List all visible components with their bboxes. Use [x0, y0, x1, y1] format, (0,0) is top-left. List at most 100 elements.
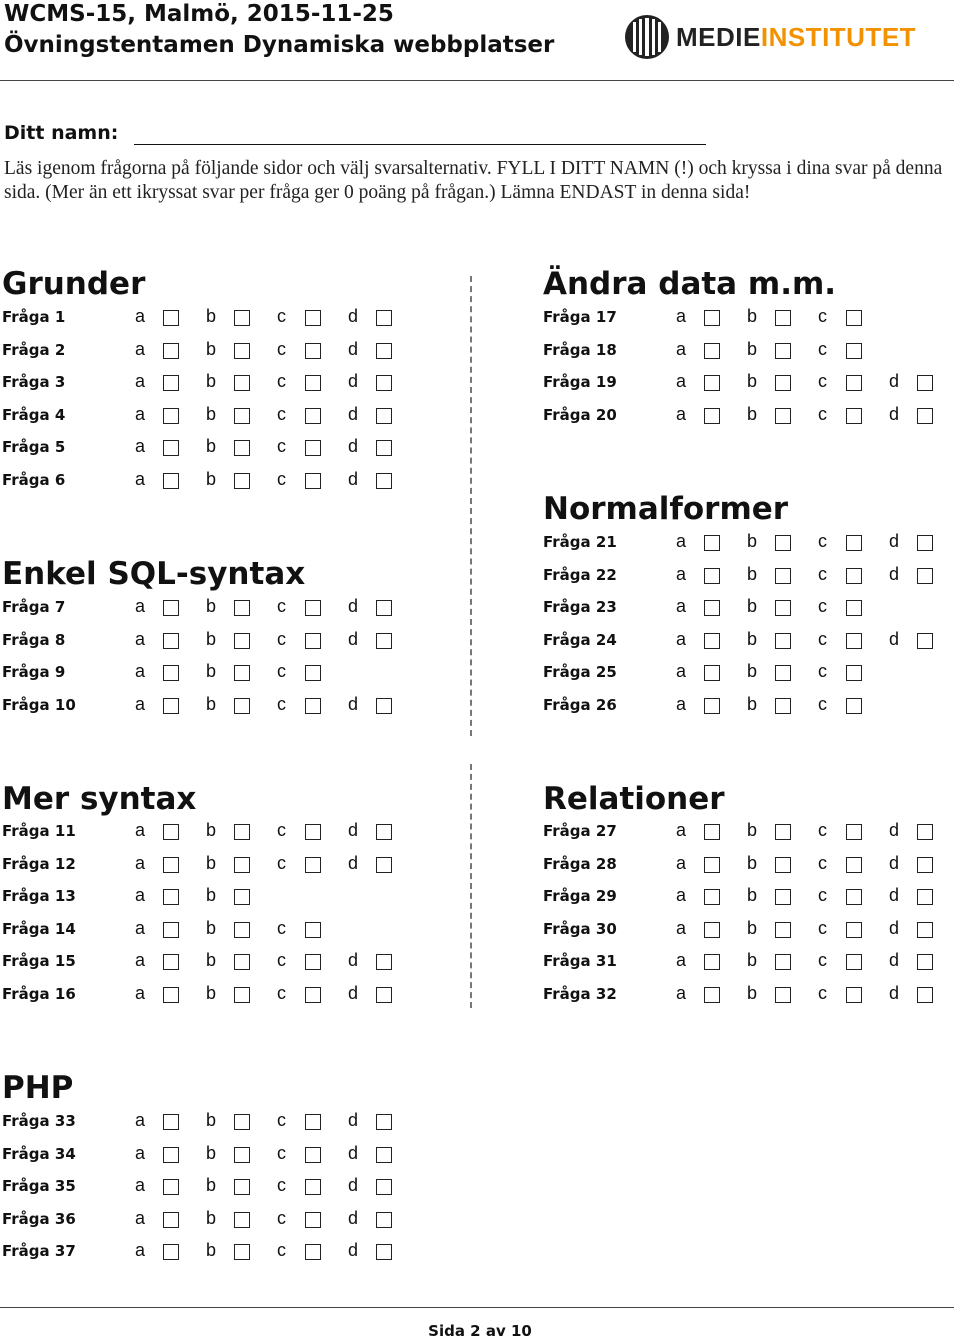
option-checkbox-b[interactable] [775, 824, 791, 840]
option-checkbox-a[interactable] [704, 987, 720, 1003]
option-checkbox-c[interactable] [305, 665, 321, 682]
option-checkbox-a[interactable] [704, 407, 720, 424]
option-checkbox-c[interactable] [305, 375, 321, 392]
option-checkbox-c[interactable] [846, 567, 862, 584]
option-checkbox-c[interactable] [305, 632, 321, 649]
option-checkbox-c[interactable] [305, 954, 321, 971]
option-checkbox-d[interactable] [917, 856, 933, 873]
option-checkbox-b[interactable] [234, 600, 250, 616]
option-checkbox-d[interactable] [376, 1114, 392, 1130]
option-checkbox-a[interactable] [704, 342, 720, 359]
option-checkbox-b[interactable] [234, 310, 250, 326]
option-checkbox-a[interactable] [163, 954, 179, 971]
option-checkbox-b[interactable] [234, 1211, 250, 1228]
option-checkbox-a[interactable] [163, 1244, 179, 1261]
option-checkbox-d[interactable] [376, 1244, 392, 1261]
option-checkbox-b[interactable] [234, 1244, 250, 1261]
option-checkbox-a[interactable] [163, 600, 179, 616]
option-checkbox-b[interactable] [234, 1179, 250, 1196]
option-checkbox-c[interactable] [305, 1146, 321, 1163]
option-checkbox-b[interactable] [775, 567, 791, 584]
option-checkbox-c[interactable] [846, 600, 862, 617]
option-checkbox-c[interactable] [846, 698, 862, 714]
option-checkbox-a[interactable] [704, 889, 720, 906]
option-checkbox-b[interactable] [775, 342, 791, 359]
option-checkbox-a[interactable] [163, 665, 179, 682]
name-field-line[interactable] [134, 144, 706, 145]
option-checkbox-d[interactable] [917, 824, 933, 840]
option-checkbox-c[interactable] [305, 1114, 321, 1130]
option-checkbox-a[interactable] [704, 310, 720, 326]
option-checkbox-a[interactable] [704, 921, 720, 938]
option-checkbox-c[interactable] [846, 889, 862, 906]
option-checkbox-c[interactable] [305, 440, 321, 457]
option-checkbox-c[interactable] [846, 665, 862, 682]
option-checkbox-b[interactable] [234, 921, 250, 938]
option-checkbox-b[interactable] [775, 310, 791, 326]
option-checkbox-c[interactable] [305, 697, 321, 714]
option-checkbox-c[interactable] [846, 921, 862, 938]
option-checkbox-c[interactable] [846, 310, 862, 326]
option-checkbox-c[interactable] [846, 342, 862, 359]
option-checkbox-b[interactable] [234, 697, 250, 714]
option-checkbox-a[interactable] [163, 342, 179, 359]
option-checkbox-c[interactable] [846, 954, 862, 971]
option-checkbox-c[interactable] [305, 1244, 321, 1261]
option-checkbox-d[interactable] [376, 697, 392, 714]
option-checkbox-c[interactable] [846, 824, 862, 840]
option-checkbox-d[interactable] [917, 535, 933, 551]
option-checkbox-d[interactable] [376, 954, 392, 971]
option-checkbox-c[interactable] [846, 535, 862, 551]
option-checkbox-c[interactable] [305, 1211, 321, 1228]
option-checkbox-d[interactable] [376, 824, 392, 840]
option-checkbox-d[interactable] [917, 889, 933, 906]
option-checkbox-d[interactable] [376, 375, 392, 392]
option-checkbox-b[interactable] [234, 954, 250, 971]
option-checkbox-b[interactable] [234, 889, 250, 906]
option-checkbox-a[interactable] [163, 440, 179, 457]
option-checkbox-a[interactable] [704, 600, 720, 617]
option-checkbox-b[interactable] [775, 987, 791, 1003]
option-checkbox-b[interactable] [234, 987, 250, 1003]
option-checkbox-c[interactable] [846, 856, 862, 873]
option-checkbox-b[interactable] [234, 824, 250, 840]
option-checkbox-a[interactable] [704, 665, 720, 682]
option-checkbox-a[interactable] [163, 1114, 179, 1130]
option-checkbox-d[interactable] [917, 407, 933, 424]
option-checkbox-d[interactable] [376, 987, 392, 1003]
option-checkbox-b[interactable] [775, 856, 791, 873]
option-checkbox-d[interactable] [376, 1146, 392, 1163]
option-checkbox-a[interactable] [163, 987, 179, 1003]
option-checkbox-b[interactable] [234, 375, 250, 392]
option-checkbox-d[interactable] [376, 342, 392, 359]
option-checkbox-a[interactable] [163, 856, 179, 873]
option-checkbox-d[interactable] [376, 310, 392, 326]
option-checkbox-a[interactable] [163, 632, 179, 649]
option-checkbox-b[interactable] [234, 1146, 250, 1163]
option-checkbox-a[interactable] [704, 375, 720, 392]
option-checkbox-c[interactable] [305, 342, 321, 359]
option-checkbox-b[interactable] [775, 535, 791, 551]
option-checkbox-a[interactable] [163, 697, 179, 714]
option-checkbox-d[interactable] [376, 1211, 392, 1228]
option-checkbox-c[interactable] [846, 987, 862, 1003]
option-checkbox-c[interactable] [305, 1179, 321, 1196]
option-checkbox-c[interactable] [846, 407, 862, 424]
option-checkbox-a[interactable] [704, 698, 720, 714]
option-checkbox-b[interactable] [775, 407, 791, 424]
option-checkbox-b[interactable] [775, 665, 791, 682]
option-checkbox-d[interactable] [917, 567, 933, 584]
option-checkbox-d[interactable] [376, 1179, 392, 1196]
option-checkbox-d[interactable] [376, 632, 392, 649]
option-checkbox-b[interactable] [234, 665, 250, 682]
option-checkbox-a[interactable] [704, 535, 720, 551]
option-checkbox-c[interactable] [846, 632, 862, 649]
option-checkbox-d[interactable] [376, 440, 392, 457]
option-checkbox-d[interactable] [376, 600, 392, 616]
option-checkbox-b[interactable] [234, 1114, 250, 1130]
option-checkbox-b[interactable] [234, 473, 250, 489]
option-checkbox-c[interactable] [305, 921, 321, 938]
option-checkbox-a[interactable] [163, 1211, 179, 1228]
option-checkbox-a[interactable] [163, 1179, 179, 1196]
option-checkbox-b[interactable] [775, 600, 791, 617]
